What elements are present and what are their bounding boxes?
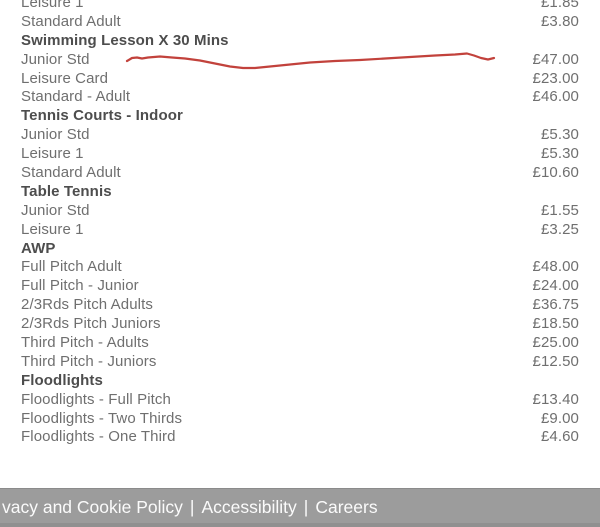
price-value: £10.60 (532, 163, 579, 181)
item-label: Third Pitch - Juniors (21, 352, 157, 370)
footer-link[interactable]: Careers (315, 497, 378, 517)
price-row: Third Pitch - Adults £25.00 (21, 333, 579, 352)
footer-links: vacy and Cookie Policy | Accessibility | Car… (2, 497, 378, 518)
item-label: Standard Adult (21, 12, 121, 30)
price-row: 2/3Rds Pitch Adults £36.75 (21, 295, 579, 314)
price-value: £23.00 (532, 69, 579, 87)
price-row: Third Pitch - Juniors £12.50 (21, 352, 579, 371)
price-row: Junior Std £1.55 (21, 201, 579, 220)
price-value: £12.50 (532, 352, 579, 370)
price-row: Floodlights - Two Thirds £9.00 (21, 409, 579, 428)
price-row: Standard Adult £3.80 (21, 12, 579, 31)
item-label: Full Pitch - Junior (21, 277, 139, 295)
footer-link-separator: | (189, 497, 195, 517)
section-header-label: Table Tennis (21, 182, 112, 200)
item-label: Floodlights - Two Thirds (21, 409, 183, 427)
item-label: Full Pitch Adult (21, 258, 122, 276)
footer-bottom-strip (0, 523, 600, 527)
item-label: 2/3Rds Pitch Adults (21, 296, 153, 314)
item-label: Junior Std (21, 126, 90, 144)
price-value: £36.75 (532, 296, 579, 314)
price-row: Leisure 1 £3.25 (21, 220, 579, 239)
price-row: Leisure 1 £5.30 (21, 144, 579, 163)
section-header-row: Swimming Lesson X 30 Mins (21, 31, 579, 50)
price-value: £46.00 (532, 88, 579, 106)
price-row: Leisure 1 £1.85 (21, 0, 579, 12)
item-label: Standard - Adult (21, 88, 131, 106)
item-label: Floodlights - Full Pitch (21, 390, 171, 408)
section-header-label: Floodlights (21, 371, 103, 389)
price-value: £47.00 (532, 50, 579, 68)
item-label: Floodlights - One Third (21, 428, 176, 446)
section-header-label: AWP (21, 239, 56, 257)
section-header-label: Tennis Courts - Indoor (21, 107, 183, 125)
item-label: Standard Adult (21, 163, 121, 181)
price-row: Floodlights - One Third £4.60 (21, 427, 579, 446)
price-value: £48.00 (532, 258, 579, 276)
price-row: Standard Adult £10.60 (21, 163, 579, 182)
footer-bar: vacy and Cookie Policy | Accessibility | Car… (0, 488, 600, 527)
price-row: Full Pitch - Junior £24.00 (21, 276, 579, 295)
price-value: £13.40 (532, 390, 579, 408)
section-header-row: Tennis Courts - Indoor (21, 106, 579, 125)
section-header-row: Floodlights (21, 371, 579, 390)
price-row: Full Pitch Adult £48.00 (21, 257, 579, 276)
price-row: Leisure Card £23.00 (21, 69, 579, 88)
item-label: Leisure 1 (21, 0, 84, 11)
price-value: £5.30 (540, 126, 579, 144)
price-list: Leisure 1 £1.85 Standard Adult £3.80 Swimmin… (21, 0, 579, 446)
item-label: Leisure 1 (21, 145, 84, 163)
item-label: Leisure 1 (21, 220, 84, 238)
section-header-row: AWP (21, 239, 579, 258)
price-row: Junior Std £47.00 (21, 50, 579, 69)
price-value: £18.50 (532, 315, 579, 333)
price-value: £1.55 (540, 201, 579, 219)
price-row: Floodlights - Full Pitch £13.40 (21, 390, 579, 409)
price-value: £24.00 (532, 277, 579, 295)
price-row: Junior Std £5.30 (21, 125, 579, 144)
price-value: £3.25 (540, 220, 579, 238)
price-value: £3.80 (540, 12, 579, 30)
price-value: £5.30 (540, 145, 579, 163)
footer-link-separator: | (303, 497, 309, 517)
price-row: 2/3Rds Pitch Juniors £18.50 (21, 314, 579, 333)
price-value: £25.00 (532, 333, 579, 351)
price-value: £1.85 (540, 0, 579, 11)
section-header-row: Table Tennis (21, 182, 579, 201)
footer-link[interactable]: Accessibility (201, 497, 297, 517)
item-label: Leisure Card (21, 69, 109, 87)
price-value: £4.60 (540, 428, 579, 446)
section-header-label: Swimming Lesson X 30 Mins (21, 31, 229, 49)
item-label: Third Pitch - Adults (21, 333, 149, 351)
item-label: Junior Std (21, 50, 90, 68)
footer-link[interactable]: vacy and Cookie Policy (2, 497, 183, 517)
item-label: Junior Std (21, 201, 90, 219)
price-value: £9.00 (540, 409, 579, 427)
item-label: 2/3Rds Pitch Juniors (21, 315, 161, 333)
price-row: Standard - Adult £46.00 (21, 87, 579, 106)
